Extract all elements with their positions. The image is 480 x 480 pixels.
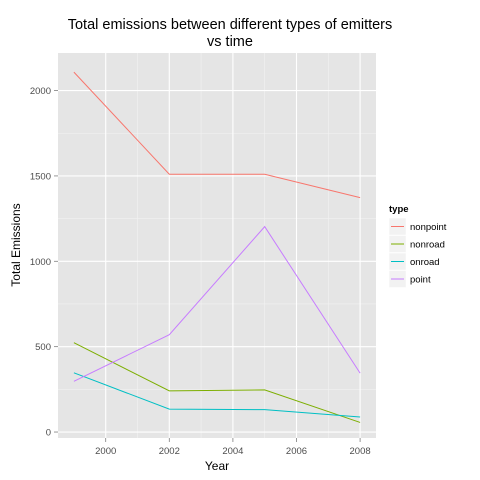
series-line-point [73,225,361,382]
x-axis-title: Year [205,459,229,473]
y-tick-label: 500 [35,342,51,353]
legend-items: nonpoint nonroad onroad point [388,217,447,288]
x-tick-label: 2000 [95,446,116,457]
y-axis-title: Total Emissions [9,203,23,286]
y-tick-label: 1500 [30,171,51,182]
x-ticks: 2000 2002 2004 2006 2008 [95,438,371,457]
x-tick-label: 2002 [159,446,180,457]
legend-label-point: point [410,275,431,286]
y-tick-label: 2000 [30,86,51,97]
x-tick-label: 2008 [350,446,371,457]
series-line-onroad [73,372,361,418]
chart-title-line-1: Total emissions between different types … [68,17,393,33]
y-tick-label: 1000 [30,257,51,268]
y-tick-label: 0 [46,428,51,439]
y-ticks: 0 500 1000 1500 2000 [30,86,58,439]
series-lines [73,71,361,423]
legend-label-onroad: onroad [410,257,440,268]
legend-label-nonpoint: nonpoint [410,222,447,233]
series-line-nonpoint [73,71,361,199]
legend-label-nonroad: nonroad [410,240,445,251]
plot-panel [58,53,376,438]
x-tick-label: 2004 [222,446,243,457]
series-line-nonroad [73,342,361,423]
chart-title-line-2: vs time [207,34,253,50]
x-tick-label: 2006 [286,446,307,457]
grid [58,53,376,438]
legend: type nonpoint nonroad onroad point [388,204,447,288]
legend-title: type [389,204,409,215]
